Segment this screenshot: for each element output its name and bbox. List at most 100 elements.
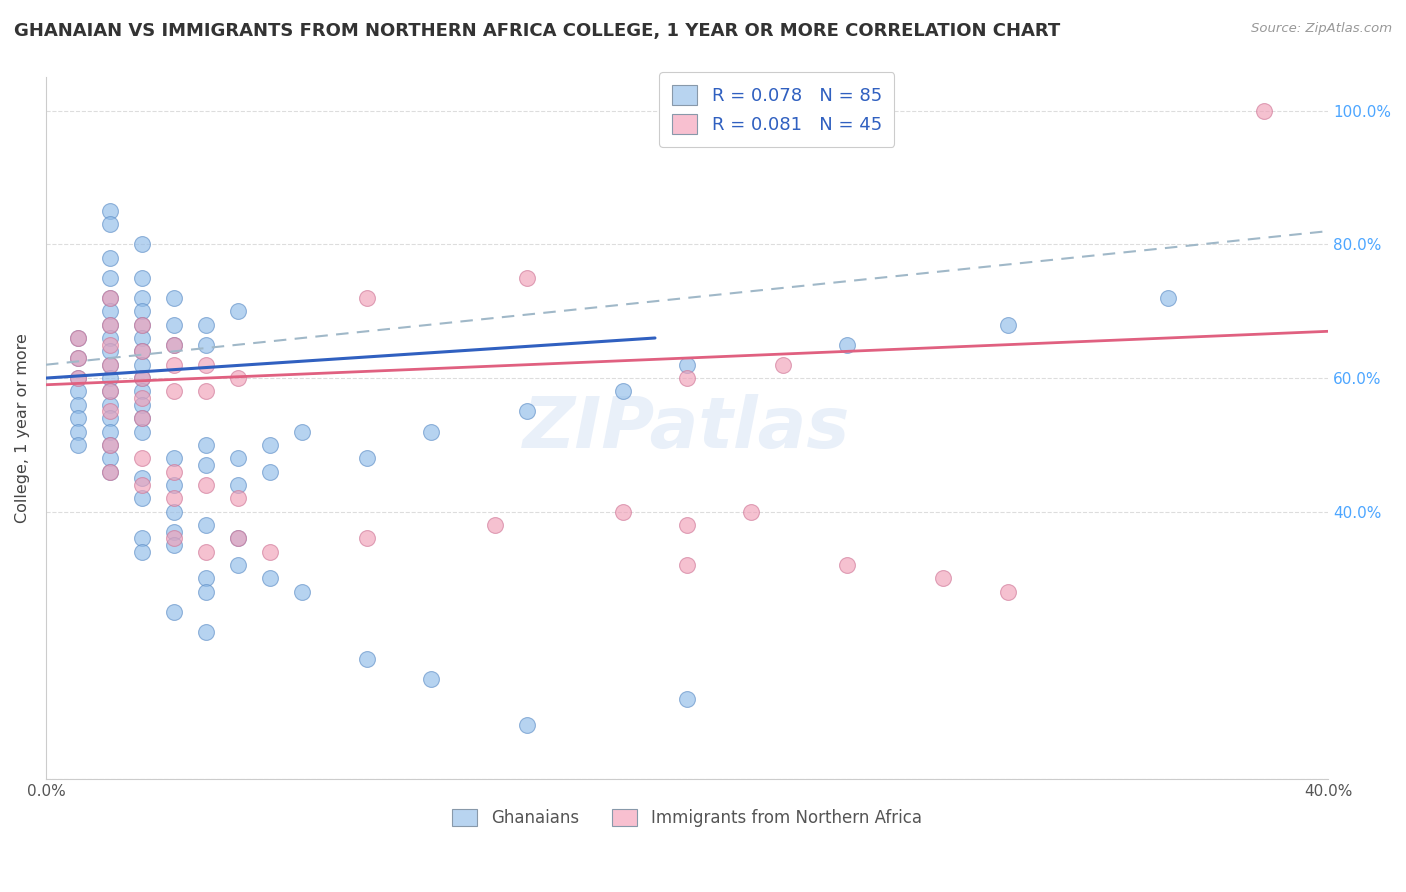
Point bbox=[740, 505, 762, 519]
Point bbox=[131, 471, 153, 485]
Point bbox=[66, 371, 89, 385]
Point bbox=[131, 237, 153, 252]
Point bbox=[612, 505, 634, 519]
Point bbox=[66, 331, 89, 345]
Point bbox=[131, 291, 153, 305]
Point bbox=[226, 478, 249, 492]
Point bbox=[66, 398, 89, 412]
Point bbox=[356, 532, 378, 546]
Point bbox=[66, 384, 89, 399]
Point bbox=[98, 451, 121, 466]
Point bbox=[131, 318, 153, 332]
Point bbox=[98, 398, 121, 412]
Point bbox=[259, 545, 281, 559]
Point bbox=[163, 538, 186, 552]
Point bbox=[66, 371, 89, 385]
Point bbox=[163, 532, 186, 546]
Point bbox=[195, 458, 218, 472]
Point bbox=[484, 518, 506, 533]
Point bbox=[98, 411, 121, 425]
Point bbox=[163, 337, 186, 351]
Point bbox=[98, 465, 121, 479]
Point bbox=[131, 271, 153, 285]
Point bbox=[98, 358, 121, 372]
Point bbox=[163, 337, 186, 351]
Point bbox=[131, 318, 153, 332]
Point bbox=[98, 465, 121, 479]
Point bbox=[356, 291, 378, 305]
Point bbox=[163, 478, 186, 492]
Point bbox=[98, 344, 121, 359]
Point bbox=[163, 318, 186, 332]
Point bbox=[66, 331, 89, 345]
Point bbox=[163, 291, 186, 305]
Point bbox=[226, 491, 249, 506]
Point bbox=[195, 478, 218, 492]
Point bbox=[98, 384, 121, 399]
Y-axis label: College, 1 year or more: College, 1 year or more bbox=[15, 334, 30, 523]
Point bbox=[131, 532, 153, 546]
Point bbox=[676, 371, 699, 385]
Point bbox=[259, 572, 281, 586]
Point bbox=[66, 411, 89, 425]
Point bbox=[66, 438, 89, 452]
Point bbox=[195, 572, 218, 586]
Point bbox=[98, 337, 121, 351]
Point bbox=[356, 451, 378, 466]
Point bbox=[131, 304, 153, 318]
Point bbox=[612, 384, 634, 399]
Point bbox=[195, 337, 218, 351]
Point bbox=[163, 524, 186, 539]
Point bbox=[98, 304, 121, 318]
Point bbox=[195, 438, 218, 452]
Point bbox=[98, 291, 121, 305]
Point bbox=[131, 451, 153, 466]
Point bbox=[226, 558, 249, 573]
Point bbox=[131, 371, 153, 385]
Point bbox=[131, 344, 153, 359]
Point bbox=[131, 384, 153, 399]
Point bbox=[66, 425, 89, 439]
Text: GHANAIAN VS IMMIGRANTS FROM NORTHERN AFRICA COLLEGE, 1 YEAR OR MORE CORRELATION : GHANAIAN VS IMMIGRANTS FROM NORTHERN AFR… bbox=[14, 22, 1060, 40]
Point bbox=[516, 718, 538, 732]
Point bbox=[98, 291, 121, 305]
Point bbox=[259, 465, 281, 479]
Point bbox=[676, 518, 699, 533]
Point bbox=[98, 204, 121, 219]
Point bbox=[98, 384, 121, 399]
Point bbox=[1157, 291, 1180, 305]
Point bbox=[195, 384, 218, 399]
Point bbox=[163, 465, 186, 479]
Point bbox=[419, 672, 441, 686]
Point bbox=[226, 304, 249, 318]
Point bbox=[131, 478, 153, 492]
Text: ZIPatlas: ZIPatlas bbox=[523, 393, 851, 463]
Point bbox=[163, 358, 186, 372]
Point bbox=[131, 411, 153, 425]
Point bbox=[163, 605, 186, 619]
Point bbox=[676, 358, 699, 372]
Point bbox=[195, 318, 218, 332]
Point bbox=[131, 331, 153, 345]
Point bbox=[131, 491, 153, 506]
Point bbox=[98, 404, 121, 418]
Point bbox=[98, 318, 121, 332]
Point bbox=[676, 558, 699, 573]
Point bbox=[98, 218, 121, 232]
Point bbox=[195, 358, 218, 372]
Point bbox=[356, 651, 378, 665]
Point bbox=[226, 532, 249, 546]
Point bbox=[66, 351, 89, 365]
Point bbox=[163, 491, 186, 506]
Point bbox=[226, 451, 249, 466]
Point bbox=[772, 358, 794, 372]
Point bbox=[676, 691, 699, 706]
Point bbox=[98, 371, 121, 385]
Point bbox=[419, 425, 441, 439]
Point bbox=[66, 351, 89, 365]
Point bbox=[98, 438, 121, 452]
Point bbox=[291, 425, 314, 439]
Point bbox=[163, 505, 186, 519]
Point bbox=[131, 425, 153, 439]
Point bbox=[98, 438, 121, 452]
